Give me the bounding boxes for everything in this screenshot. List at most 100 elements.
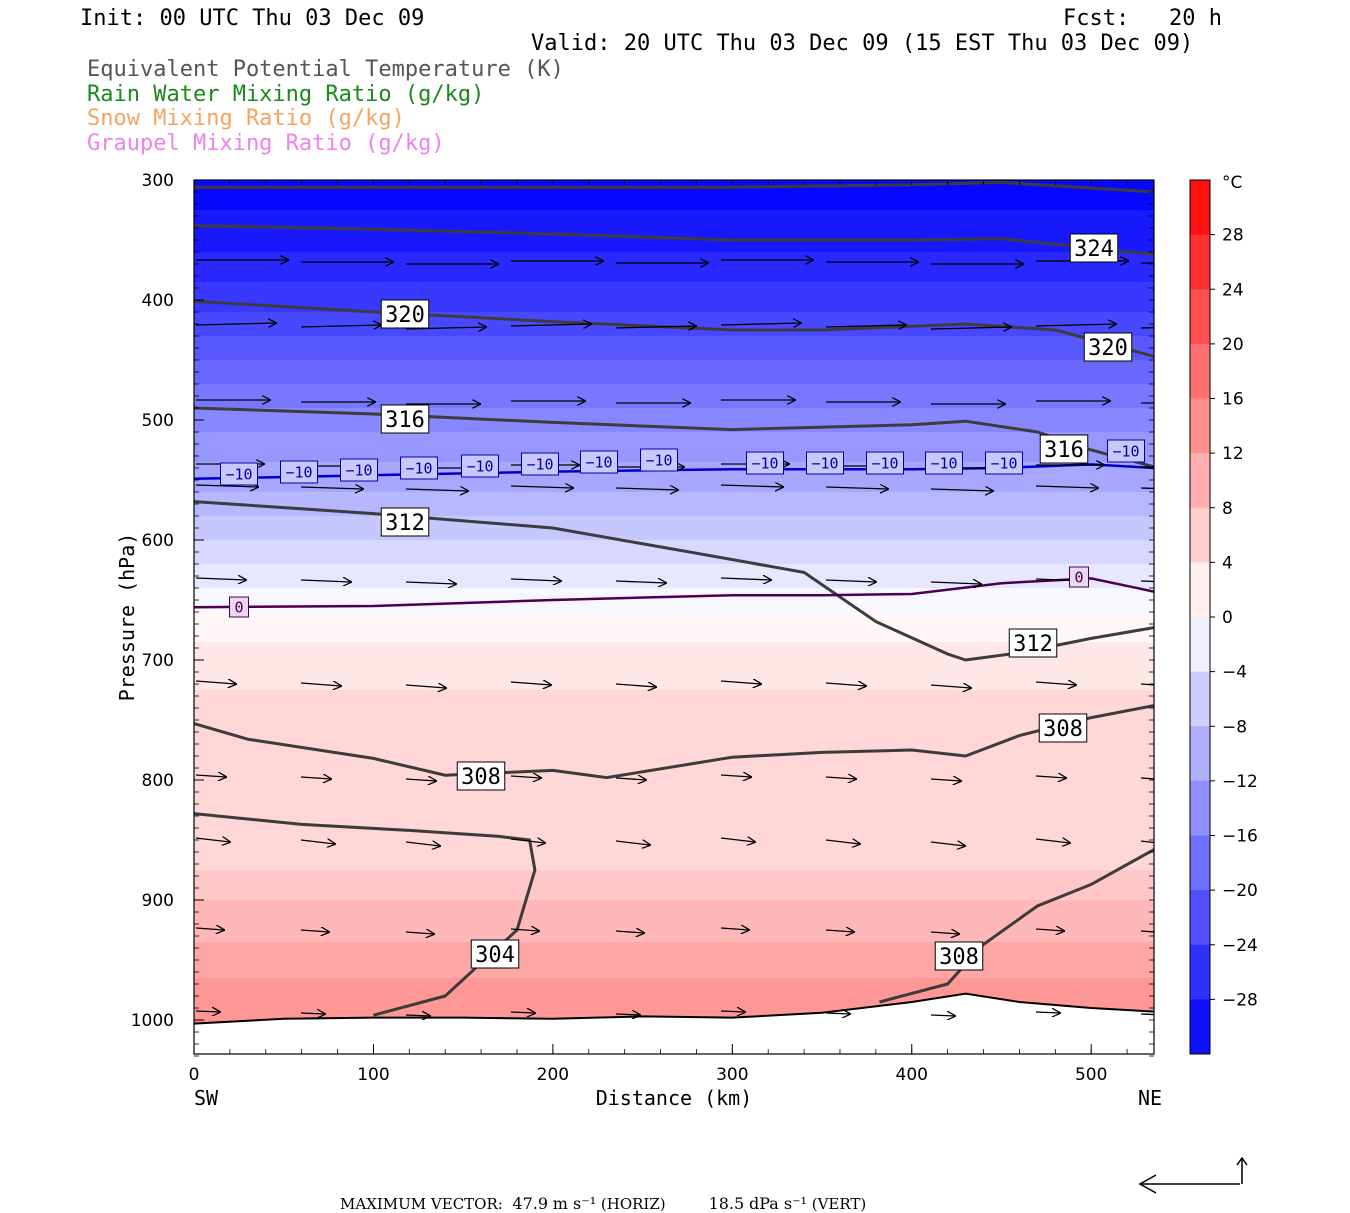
wind-vector <box>300 1013 325 1014</box>
wind-vector <box>195 1011 220 1012</box>
wind-vector <box>720 681 761 684</box>
max-vector-vert-unit: dPa s⁻¹ <box>748 1194 807 1213</box>
wind-vector <box>1035 486 1098 488</box>
wind-vector <box>405 1015 430 1016</box>
wind-vector <box>510 486 573 488</box>
isotherm-label: 0 <box>1069 566 1089 588</box>
x-tick-label: 0 <box>189 1065 200 1085</box>
wind-vector <box>720 485 783 487</box>
wind-vector <box>615 931 644 933</box>
theta-e-contour-308 <box>194 704 1154 780</box>
wind-vector <box>720 1011 745 1012</box>
theta-e-contour-308 <box>879 848 1154 1004</box>
wind-vector <box>195 928 224 930</box>
isotherm-label: −10 <box>985 451 1023 475</box>
isotherm-label: −10 <box>280 460 318 484</box>
wind-vector <box>930 842 965 846</box>
y-tick-label: 900 <box>142 891 174 911</box>
svg-text:−10: −10 <box>225 465 252 483</box>
theta-e-label: 324 <box>1069 233 1119 263</box>
wind-vector <box>405 779 436 781</box>
svg-text:0: 0 <box>234 598 243 616</box>
valid-time: Valid: 20 UTC Thu 03 Dec 09 (15 EST Thu … <box>531 31 1194 56</box>
max-vector-vert-tag: (VERT) <box>811 1195 867 1213</box>
svg-text:−10: −10 <box>645 451 672 469</box>
theta-e-label: 312 <box>380 507 430 537</box>
wind-vector <box>195 485 258 487</box>
wind-vector <box>1140 487 1154 490</box>
colorbar-tick-label: 12 <box>1222 444 1244 464</box>
svg-text:−10: −10 <box>526 455 553 473</box>
isotherm-label: −10 <box>220 462 258 486</box>
wind-vector <box>510 839 545 843</box>
colorbar-tick-label: 16 <box>1222 390 1244 410</box>
wind-vector <box>825 930 854 932</box>
wind-vector <box>300 840 335 844</box>
wind-vector <box>300 683 341 686</box>
colorbar-tick-label: −4 <box>1222 663 1247 683</box>
colorbar: 28 24 20 16 12 8 4 0 −4 −8 −12 −16 −20 −24 −28 <box>1189 179 1258 1055</box>
wind-vector <box>405 685 446 688</box>
isotherm-label: −10 <box>925 451 963 475</box>
terrain-mask <box>194 993 1154 1054</box>
isotherm-label: −10 <box>400 456 438 480</box>
svg-text:320: 320 <box>385 303 425 328</box>
theta-e-label: 312 <box>1008 628 1058 658</box>
theta-e-label: 308 <box>934 941 984 971</box>
max-vector-horiz-value: 47.9 <box>512 1194 549 1213</box>
wind-vector <box>930 327 1011 329</box>
x-end-label-ne: NE <box>1138 1086 1162 1110</box>
wind-vector <box>930 932 959 934</box>
colorbar-unit: °C <box>1222 173 1242 193</box>
svg-text:−10: −10 <box>990 454 1017 472</box>
colorbar-tick-label: 8 <box>1222 499 1233 519</box>
wind-vector <box>825 840 860 844</box>
wind-vector <box>825 1013 850 1014</box>
x-end-label-sw: SW <box>194 1086 219 1110</box>
theta-e-label: 316 <box>1039 434 1089 464</box>
x-tick-label: 200 <box>537 1065 569 1085</box>
wind-vector <box>1035 776 1066 778</box>
legend-item-snow: Snow Mixing Ratio (g/kg) <box>87 106 405 131</box>
theta-e-label: 304 <box>470 939 520 969</box>
svg-text:308: 308 <box>939 945 979 970</box>
wind-vector <box>510 776 541 778</box>
wind-vector <box>195 578 246 580</box>
wind-vector <box>720 323 801 325</box>
svg-text:308: 308 <box>1043 717 1083 742</box>
wind-vector <box>615 841 650 845</box>
x-axis-label: Distance (km) <box>596 1086 753 1110</box>
wind-vector <box>1035 839 1070 843</box>
isotherm-label: −10 <box>580 450 618 474</box>
svg-text:312: 312 <box>1013 632 1053 657</box>
temperature-fill <box>194 180 1154 1054</box>
wind-vector <box>720 578 771 580</box>
colorbar-tick-label: −28 <box>1222 990 1258 1010</box>
max-vector-title: MAXIMUM VECTOR: <box>340 1195 503 1213</box>
y-axis-label: Pressure (hPa) <box>115 533 139 702</box>
svg-text:−10: −10 <box>585 453 612 471</box>
isotherm-label: 0 <box>229 596 249 618</box>
wind-vector <box>405 327 486 329</box>
wind-vector <box>1140 683 1154 686</box>
isotherm-label: −10 <box>746 451 784 475</box>
wind-vector <box>195 681 236 684</box>
colorbar-tick-label: 20 <box>1222 335 1244 355</box>
wind-vector <box>825 683 866 686</box>
theta-e-label: 308 <box>1038 713 1088 743</box>
plot-frame <box>193 179 1155 1055</box>
wind-vector <box>510 1012 535 1013</box>
theta-e-contour-324 <box>194 180 1154 194</box>
svg-text:320: 320 <box>1088 336 1128 361</box>
svg-text:324: 324 <box>1074 237 1114 262</box>
colorbar-tick-label: −16 <box>1222 827 1258 847</box>
wind-vector <box>1035 929 1064 931</box>
svg-text:−10: −10 <box>871 454 898 472</box>
colorbar-tick-label: −24 <box>1222 936 1258 956</box>
max-vector-horiz-unit: m s⁻¹ <box>552 1194 597 1213</box>
wind-vector <box>405 932 434 934</box>
svg-text:−10: −10 <box>466 457 493 475</box>
init-time: Init: 00 UTC Thu 03 Dec 09 <box>80 6 425 31</box>
forecast-hour: Fcst: 20 h <box>1063 6 1222 31</box>
theta-e-contour-304 <box>194 812 537 1017</box>
